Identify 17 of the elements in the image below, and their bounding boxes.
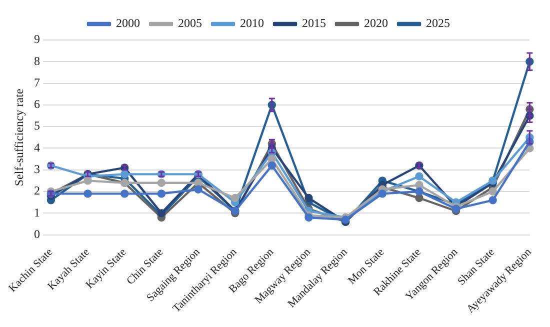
y-tick-label: 9 [34,32,40,46]
legend-label: 2010 [240,16,264,30]
legend-label: 2000 [116,16,140,30]
legend-label: 2005 [178,16,202,30]
y-tick-label: 0 [34,226,40,241]
y-tick-label: 8 [34,54,40,68]
legend-label: 2015 [302,16,326,30]
y-tick-label: 7 [34,75,40,90]
y-tick-label: 3 [34,162,40,176]
y-tick-label: 6 [34,97,40,112]
y-tick-label: 1 [34,205,40,220]
legend-label: 2020 [364,16,388,30]
y-tick-label: 4 [34,140,40,154]
legend-label: 2025 [426,16,450,30]
y-axis-title: Self-sufficiency rate [12,88,26,186]
y-tick-label: 5 [34,118,40,133]
y-tick-label: 2 [34,184,40,198]
